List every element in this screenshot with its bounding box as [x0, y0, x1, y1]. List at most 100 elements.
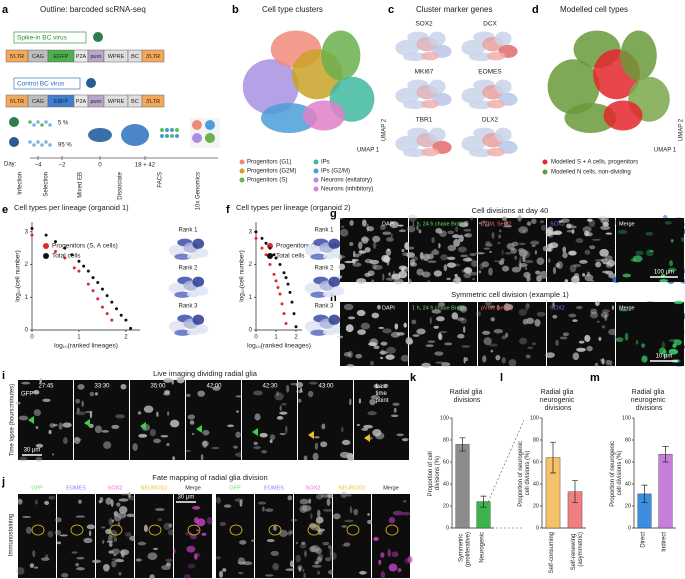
micrograph-signal [253, 446, 261, 450]
micrograph-signal [559, 336, 568, 340]
panel-letter: k [410, 372, 417, 384]
micrograph-signal [266, 539, 275, 543]
construct-label: 3'LTR [146, 54, 160, 60]
micrograph-signal [386, 346, 396, 354]
channel-label: DAPI [382, 305, 395, 311]
micrograph-signal [329, 552, 337, 561]
micrograph-signal [337, 335, 344, 339]
y-tick-label: 3 [25, 229, 29, 235]
arrowhead [140, 422, 146, 430]
umap-cluster [192, 276, 205, 287]
micrograph-signal [436, 316, 445, 322]
panel-letter: d [532, 4, 539, 16]
data-point [100, 305, 104, 309]
micrograph-signal [55, 517, 62, 523]
channel-label: SOX2 [108, 485, 123, 491]
umap-cluster [322, 291, 336, 298]
micrograph-signal [118, 505, 128, 514]
micrograph-signal [52, 423, 58, 427]
micrograph-signal [22, 515, 32, 518]
micrograph-signal [576, 347, 586, 352]
micrograph-signal [349, 506, 353, 514]
time-label: 33:30 [94, 384, 110, 390]
micrograph-signal [582, 226, 592, 233]
micrograph-signal [137, 411, 142, 415]
micrograph-signal [527, 303, 530, 308]
micrograph-signal [99, 496, 104, 503]
label: Cell type clusters [262, 5, 323, 14]
micrograph-signal [45, 554, 49, 560]
organoid [88, 128, 112, 142]
micrograph-signal [326, 498, 331, 507]
data-point [53, 240, 57, 244]
micrograph-signal [315, 547, 322, 555]
channel-label: Merge [185, 485, 201, 491]
micrograph-signal [522, 229, 526, 232]
cell [160, 134, 164, 138]
micrograph-signal [355, 353, 363, 359]
label: 0 [98, 163, 102, 169]
panel-letter: e [2, 204, 8, 216]
micrograph-signal [89, 410, 92, 419]
y-axis-label: log₁₀(cell number) [15, 250, 22, 302]
micrograph-signal [111, 560, 117, 568]
time-label: 42:30 [262, 384, 278, 390]
micrograph-signal [435, 361, 444, 364]
micrograph-signal [218, 570, 224, 578]
micrograph-signal [595, 300, 600, 307]
micrograph-signal [659, 279, 669, 283]
data-point [86, 282, 90, 286]
y-tick-label: 20 [443, 503, 449, 509]
error-bar [572, 480, 578, 504]
micrograph-signal [346, 363, 355, 368]
umap-cluster [192, 314, 205, 325]
organoid [121, 124, 149, 146]
error-bar [662, 446, 669, 463]
micrograph-signal [539, 220, 544, 224]
micrograph-signal [443, 264, 448, 272]
micrograph-signal [416, 328, 426, 335]
micrograph-signal [364, 247, 371, 253]
micrograph-signal [431, 249, 440, 255]
construct-label: 5'LTR [10, 99, 24, 105]
bar [658, 454, 673, 529]
micrograph-signal [373, 345, 380, 350]
micrograph-signal [18, 415, 29, 421]
micrograph-signal [370, 395, 381, 400]
label: 95 % [58, 143, 72, 149]
micrograph-signal [446, 277, 451, 280]
y-tick-label: 80 [443, 437, 449, 443]
micrograph-signal [435, 228, 443, 234]
micrograph-signal [598, 215, 606, 221]
micrograph-signal [518, 262, 528, 268]
outlined-cell [148, 524, 162, 536]
data-point [288, 290, 292, 294]
micrograph-signal [403, 322, 407, 328]
umap-cluster [328, 238, 341, 249]
virus-icon [9, 137, 19, 147]
micrograph-signal [500, 258, 505, 262]
micrograph-signal [299, 505, 307, 514]
micrograph-signal [320, 441, 328, 448]
legend-label: Progenitors (S, A cells) [52, 243, 118, 250]
y-tick-label: 100 [440, 415, 449, 421]
time-label: 43:00 [318, 384, 334, 390]
micrograph-signal [357, 329, 366, 335]
data-point [284, 276, 288, 280]
micrograph-signal [108, 550, 114, 554]
micrograph-signal [602, 309, 610, 314]
micrograph-signal [254, 413, 261, 421]
micrograph-signal [518, 226, 529, 234]
y-axis-label: Proportion of neurogenic cell divisions … [518, 439, 531, 506]
micrograph-signal [540, 224, 548, 231]
label: UMAP 2 [382, 118, 388, 141]
micrograph-signal [94, 425, 102, 434]
micrograph-signal [453, 238, 461, 247]
micrograph-signal [327, 494, 335, 499]
cell [48, 123, 52, 127]
label: Fate mapping of radial glia division [152, 473, 267, 482]
umap-cluster [261, 103, 317, 133]
micrograph-signal [398, 229, 407, 233]
micrograph-signal [548, 258, 551, 263]
micrograph-signal [475, 252, 486, 255]
